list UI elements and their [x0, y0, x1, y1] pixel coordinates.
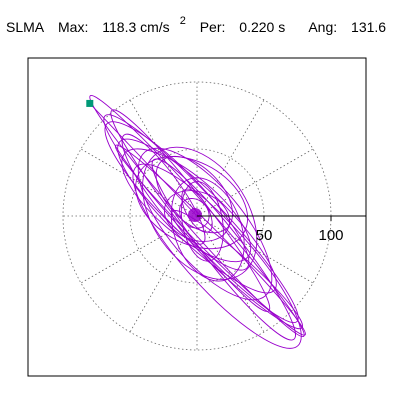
max-value: 118.3 cm/s [102, 18, 170, 35]
period-readout: Per: 0.220 s [200, 19, 296, 35]
grid-spoke-60 [196, 99, 265, 217]
angle-label: Ang: [308, 18, 338, 35]
period-value: 0.220 s [239, 18, 286, 35]
max-label: Max: [58, 18, 89, 35]
trace-loop-7 [135, 156, 249, 250]
markers [86, 99, 94, 107]
radial-tick-label-50: 50 [256, 227, 273, 244]
plot-frame [27, 57, 367, 377]
angle-value: 131.6 [351, 18, 387, 35]
trace-loop-12 [181, 188, 213, 233]
chart-header: SLMA Max: 118.3 cm/s 2 Per: 0.220 s Ang: … [6, 15, 400, 35]
radial-axis: 50 100 [197, 215, 366, 244]
trace-to-max [89, 103, 198, 217]
max-exponent: 2 [179, 15, 186, 27]
trace-loop-14 [151, 158, 296, 341]
angle-readout: Ang: 131.6 [308, 19, 396, 35]
trace-loop-4 [137, 147, 273, 301]
trace-loop-6 [142, 146, 258, 280]
motion-trace [89, 94, 306, 349]
trace-loop-15 [104, 121, 250, 271]
trace-loop-16 [171, 210, 303, 330]
trace-loop-13 [179, 198, 210, 229]
trace-loop-18 [132, 163, 302, 349]
trace-loop-8 [170, 177, 245, 282]
trace-center-knot [188, 208, 202, 222]
period-label: Per: [199, 18, 226, 35]
station-code: SLMA [6, 18, 45, 35]
radial-tick-label-100: 100 [318, 227, 343, 244]
trace-loop-19 [114, 144, 306, 336]
max-point-marker [86, 99, 94, 107]
trace-loop-11 [164, 190, 230, 242]
max-readout: Max: 118.3 cm/s 2 [58, 15, 186, 35]
trace-loop-17 [121, 133, 206, 245]
